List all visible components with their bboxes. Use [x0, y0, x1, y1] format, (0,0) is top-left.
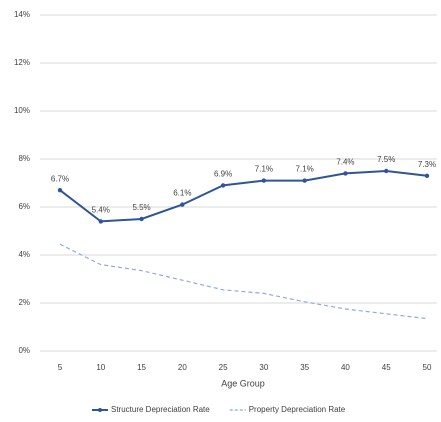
data-label: 7.1% [296, 165, 314, 174]
y-tick-label: 2% [18, 298, 30, 307]
series-line [59, 243, 428, 320]
marker [424, 173, 430, 178]
x-tick-label: 35 [300, 363, 309, 372]
marker [302, 178, 307, 183]
x-tick-label: 25 [219, 363, 228, 372]
x-tick-label: 15 [137, 363, 146, 372]
data-label: 6.1% [173, 189, 191, 198]
marker [139, 216, 144, 222]
y-tick-label: 4% [18, 250, 30, 259]
series-line [59, 169, 428, 223]
x-tick-label: 10 [96, 363, 105, 372]
x-axis-title: Age Group [221, 378, 265, 388]
legend-label: Structure Depreciation Rate [111, 405, 210, 414]
y-tick-label: 10% [14, 106, 30, 115]
x-tick-label: 45 [382, 363, 391, 372]
marker [343, 171, 348, 176]
marker [220, 183, 226, 188]
marker [384, 168, 389, 174]
marker [57, 188, 63, 193]
data-label: 7.5% [377, 155, 395, 164]
data-label: 7.4% [336, 158, 354, 167]
x-tick-label: 5 [58, 363, 63, 372]
x-tick-label: 30 [259, 363, 268, 372]
marker [98, 219, 103, 224]
data-label: 5.4% [92, 206, 110, 215]
data-label: 6.9% [214, 170, 232, 179]
x-tick-label: 40 [341, 363, 350, 372]
legend-label: Property Depreciation Rate [249, 405, 346, 414]
legend-marker [98, 408, 102, 412]
x-tick-label: 50 [423, 363, 432, 372]
data-label: 5.5% [132, 203, 150, 212]
y-tick-label: 6% [18, 202, 30, 211]
data-label: 7.3% [418, 160, 436, 169]
y-tick-label: 14% [14, 10, 30, 19]
y-tick-label: 0% [18, 346, 30, 355]
data-label: 7.1% [255, 165, 273, 174]
marker [261, 178, 267, 183]
y-tick-label: 8% [18, 154, 30, 163]
x-tick-label: 20 [178, 363, 187, 372]
data-label: 6.7% [51, 174, 69, 183]
y-tick-label: 12% [14, 58, 30, 67]
marker [180, 202, 185, 207]
